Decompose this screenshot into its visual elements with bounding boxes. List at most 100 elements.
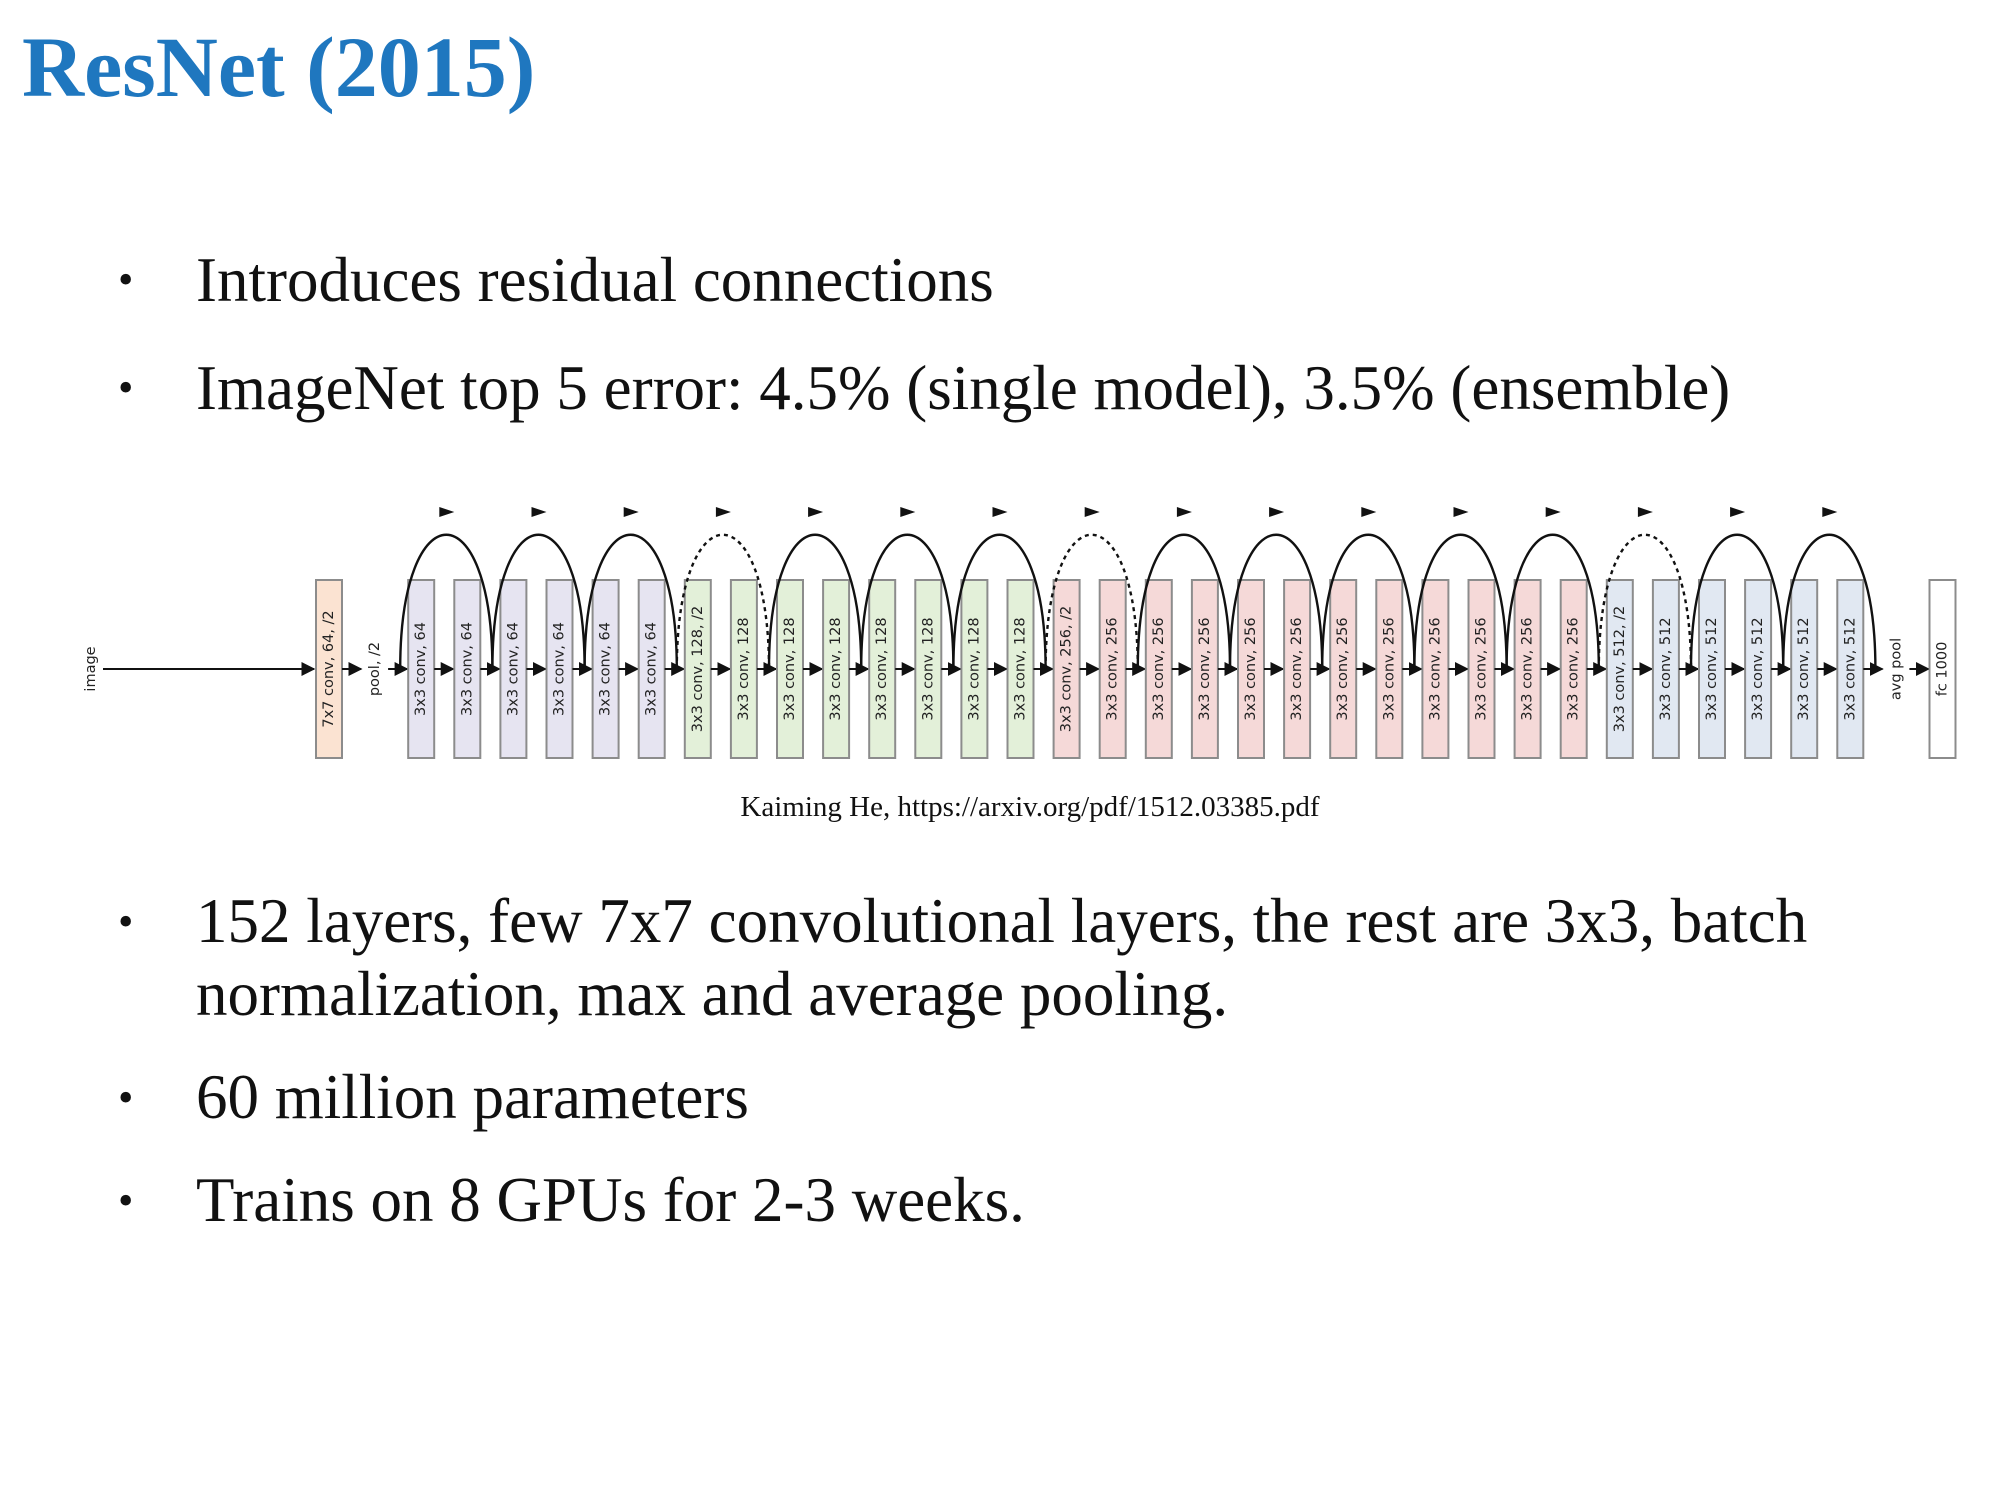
- layer-label: 3x3 conv, 256: [1427, 617, 1443, 720]
- layer-box: [1329, 579, 1358, 759]
- layer-label: 3x3 conv, 256: [1151, 617, 1167, 720]
- layer-label: 3x3 conv, 256: [1474, 617, 1490, 720]
- layer-box: [545, 579, 574, 759]
- bottom-bullet-list: • 152 layers, few 7x7 convolutional layer…: [0, 885, 2000, 1267]
- skip-arrowhead-icon: [808, 507, 824, 517]
- bullet-text: 152 layers, few 7x7 convolutional layers…: [196, 886, 1808, 1029]
- skip-connection-arc: [767, 533, 863, 670]
- skip-connection-arc: [1136, 533, 1232, 670]
- skip-arrowhead-icon: [1453, 507, 1469, 517]
- skip-arrowhead-icon: [1822, 507, 1838, 517]
- bullet-text: 60 million parameters: [196, 1062, 749, 1132]
- layer-label: 3x3 conv, 128: [966, 617, 982, 720]
- skip-arrowhead-icon: [1269, 507, 1285, 517]
- layer-box: [1237, 579, 1265, 759]
- layer-box: [591, 579, 620, 759]
- layer-label: 3x3 conv, 64: [413, 622, 429, 716]
- skip-connection-arc: [583, 533, 678, 670]
- layer-label: 3x3 conv, 512: [1704, 617, 1720, 720]
- bullet-text: Trains on 8 GPUs for 2-3 weeks.: [196, 1165, 1025, 1235]
- skip-arrowhead-icon: [531, 507, 547, 517]
- skip-connection-arc: [1228, 533, 1324, 670]
- layer-label: 3x3 conv, 256: [1566, 617, 1582, 720]
- skip-arrowhead-icon: [1176, 507, 1192, 517]
- layer-box: [1836, 579, 1865, 759]
- bullet-item: • ImageNet top 5 error: 4.5% (single mode…: [0, 348, 2000, 428]
- skip-connection-arc: [952, 533, 1047, 670]
- resnet-architecture-diagram: image 7x7 conv, 64, /2 pool, /2 3x3 conv, 6…: [83, 507, 1957, 759]
- layer-label: 3x3 conv, 128: [736, 617, 752, 720]
- layer-box: [1559, 579, 1588, 759]
- layer-box: [729, 579, 758, 759]
- layer-label: 3x3 conv, 512: [1750, 617, 1766, 720]
- layer-box: [960, 579, 989, 759]
- layer-label: 3x3 conv, 64: [552, 622, 568, 716]
- bullet-text: ImageNet top 5 error: 4.5% (single model…: [196, 353, 1731, 423]
- figure-caption: Kaiming He, https://arxiv.org/pdf/1512.0…: [740, 791, 1320, 823]
- layer-label: 3x3 conv, 64: [598, 622, 614, 716]
- layer-label: 3x3 conv, 64: [459, 622, 475, 716]
- layer-label: 3x3 conv, 256: [1520, 617, 1536, 720]
- slide-title: ResNet (2015): [22, 19, 536, 115]
- skip-connection-arc: [1321, 533, 1416, 670]
- layer-box: [453, 579, 482, 759]
- layer-label: 3x3 conv, 256: [1381, 617, 1397, 720]
- layer-box: [637, 579, 666, 759]
- layer-label: 7x7 conv, 64, /2: [321, 610, 337, 727]
- skip-connection-arc: [399, 533, 494, 670]
- layer-box: [407, 579, 436, 759]
- layer-label: 3x3 conv, 256: [1289, 617, 1305, 720]
- bullet-dot-icon: •: [118, 363, 134, 412]
- layer-label: 3x3 conv, 128: [1013, 617, 1029, 720]
- layer-label: 3x3 conv, 128: [920, 617, 936, 720]
- layer-label: 3x3 conv, 256, /2: [1059, 606, 1075, 732]
- bullet-dot-icon: •: [118, 1176, 134, 1225]
- skip-arrowhead-icon: [1545, 507, 1561, 517]
- layer-box: [1467, 579, 1496, 759]
- layer-box: [822, 579, 851, 759]
- layer-box: [1513, 579, 1542, 759]
- bullet-dot-icon: •: [118, 897, 134, 946]
- skip-arrowhead-icon: [1637, 507, 1653, 517]
- skip-arrowhead-icon: [992, 507, 1008, 517]
- bullet-dot-icon: •: [118, 1073, 134, 1122]
- layer-label: 3x3 conv, 128: [782, 617, 798, 720]
- layer-label: 3x3 conv, 128: [828, 617, 844, 720]
- layer-label: 3x3 conv, 512: [1796, 617, 1812, 720]
- layer-label: 3x3 conv, 128: [874, 617, 890, 720]
- layer-box: [1052, 579, 1081, 759]
- layer-box: [1006, 579, 1035, 759]
- bullet-item: • Introduces residual connections: [0, 240, 2000, 320]
- layer-box: [914, 579, 943, 759]
- skip-connection-arc: [1689, 533, 1785, 670]
- skip-arrowhead-icon: [623, 507, 639, 517]
- layer-label: 3x3 conv, 128, /2: [690, 606, 706, 732]
- layer-box: [1651, 579, 1680, 759]
- bullet-item: • 152 layers, few 7x7 convolutional layer…: [0, 885, 2000, 1031]
- layer-label: 3x3 conv, 512, /2: [1612, 606, 1628, 732]
- skip-connection-arc: [491, 533, 586, 670]
- skip-arrowhead-icon: [1084, 507, 1100, 517]
- layer-box: [1928, 579, 1957, 759]
- layer-label: 3x3 conv, 512: [1842, 617, 1858, 720]
- layer-label: avg pool: [1888, 638, 1904, 700]
- layer-label: pool, /2: [367, 642, 383, 696]
- skip-connection-arc: [1505, 533, 1600, 670]
- layer-label: 3x3 conv, 512: [1658, 617, 1674, 720]
- skip-arrowhead-icon: [439, 507, 455, 517]
- layer-label: 3x3 conv, 256: [1335, 617, 1351, 720]
- bullet-dot-icon: •: [118, 255, 134, 304]
- layer-label: 3x3 conv, 64: [644, 622, 660, 716]
- layer-box: [1421, 579, 1450, 759]
- skip-arrowhead-icon: [1361, 507, 1377, 517]
- input-label: image: [83, 646, 99, 691]
- layer-label: 3x3 conv, 64: [505, 622, 521, 716]
- skip-connection-arc: [1782, 533, 1877, 670]
- bullet-item: • Trains on 8 GPUs for 2-3 weeks.: [0, 1164, 2000, 1237]
- skip-connection-arc: [860, 533, 955, 670]
- layer-label: 3x3 conv, 256: [1197, 617, 1213, 720]
- layer-label: 3x3 conv, 256: [1105, 617, 1121, 720]
- skip-arrowhead-icon: [715, 507, 731, 517]
- layer-box: [1190, 579, 1219, 759]
- layer-label: 3x3 conv, 256: [1243, 617, 1259, 720]
